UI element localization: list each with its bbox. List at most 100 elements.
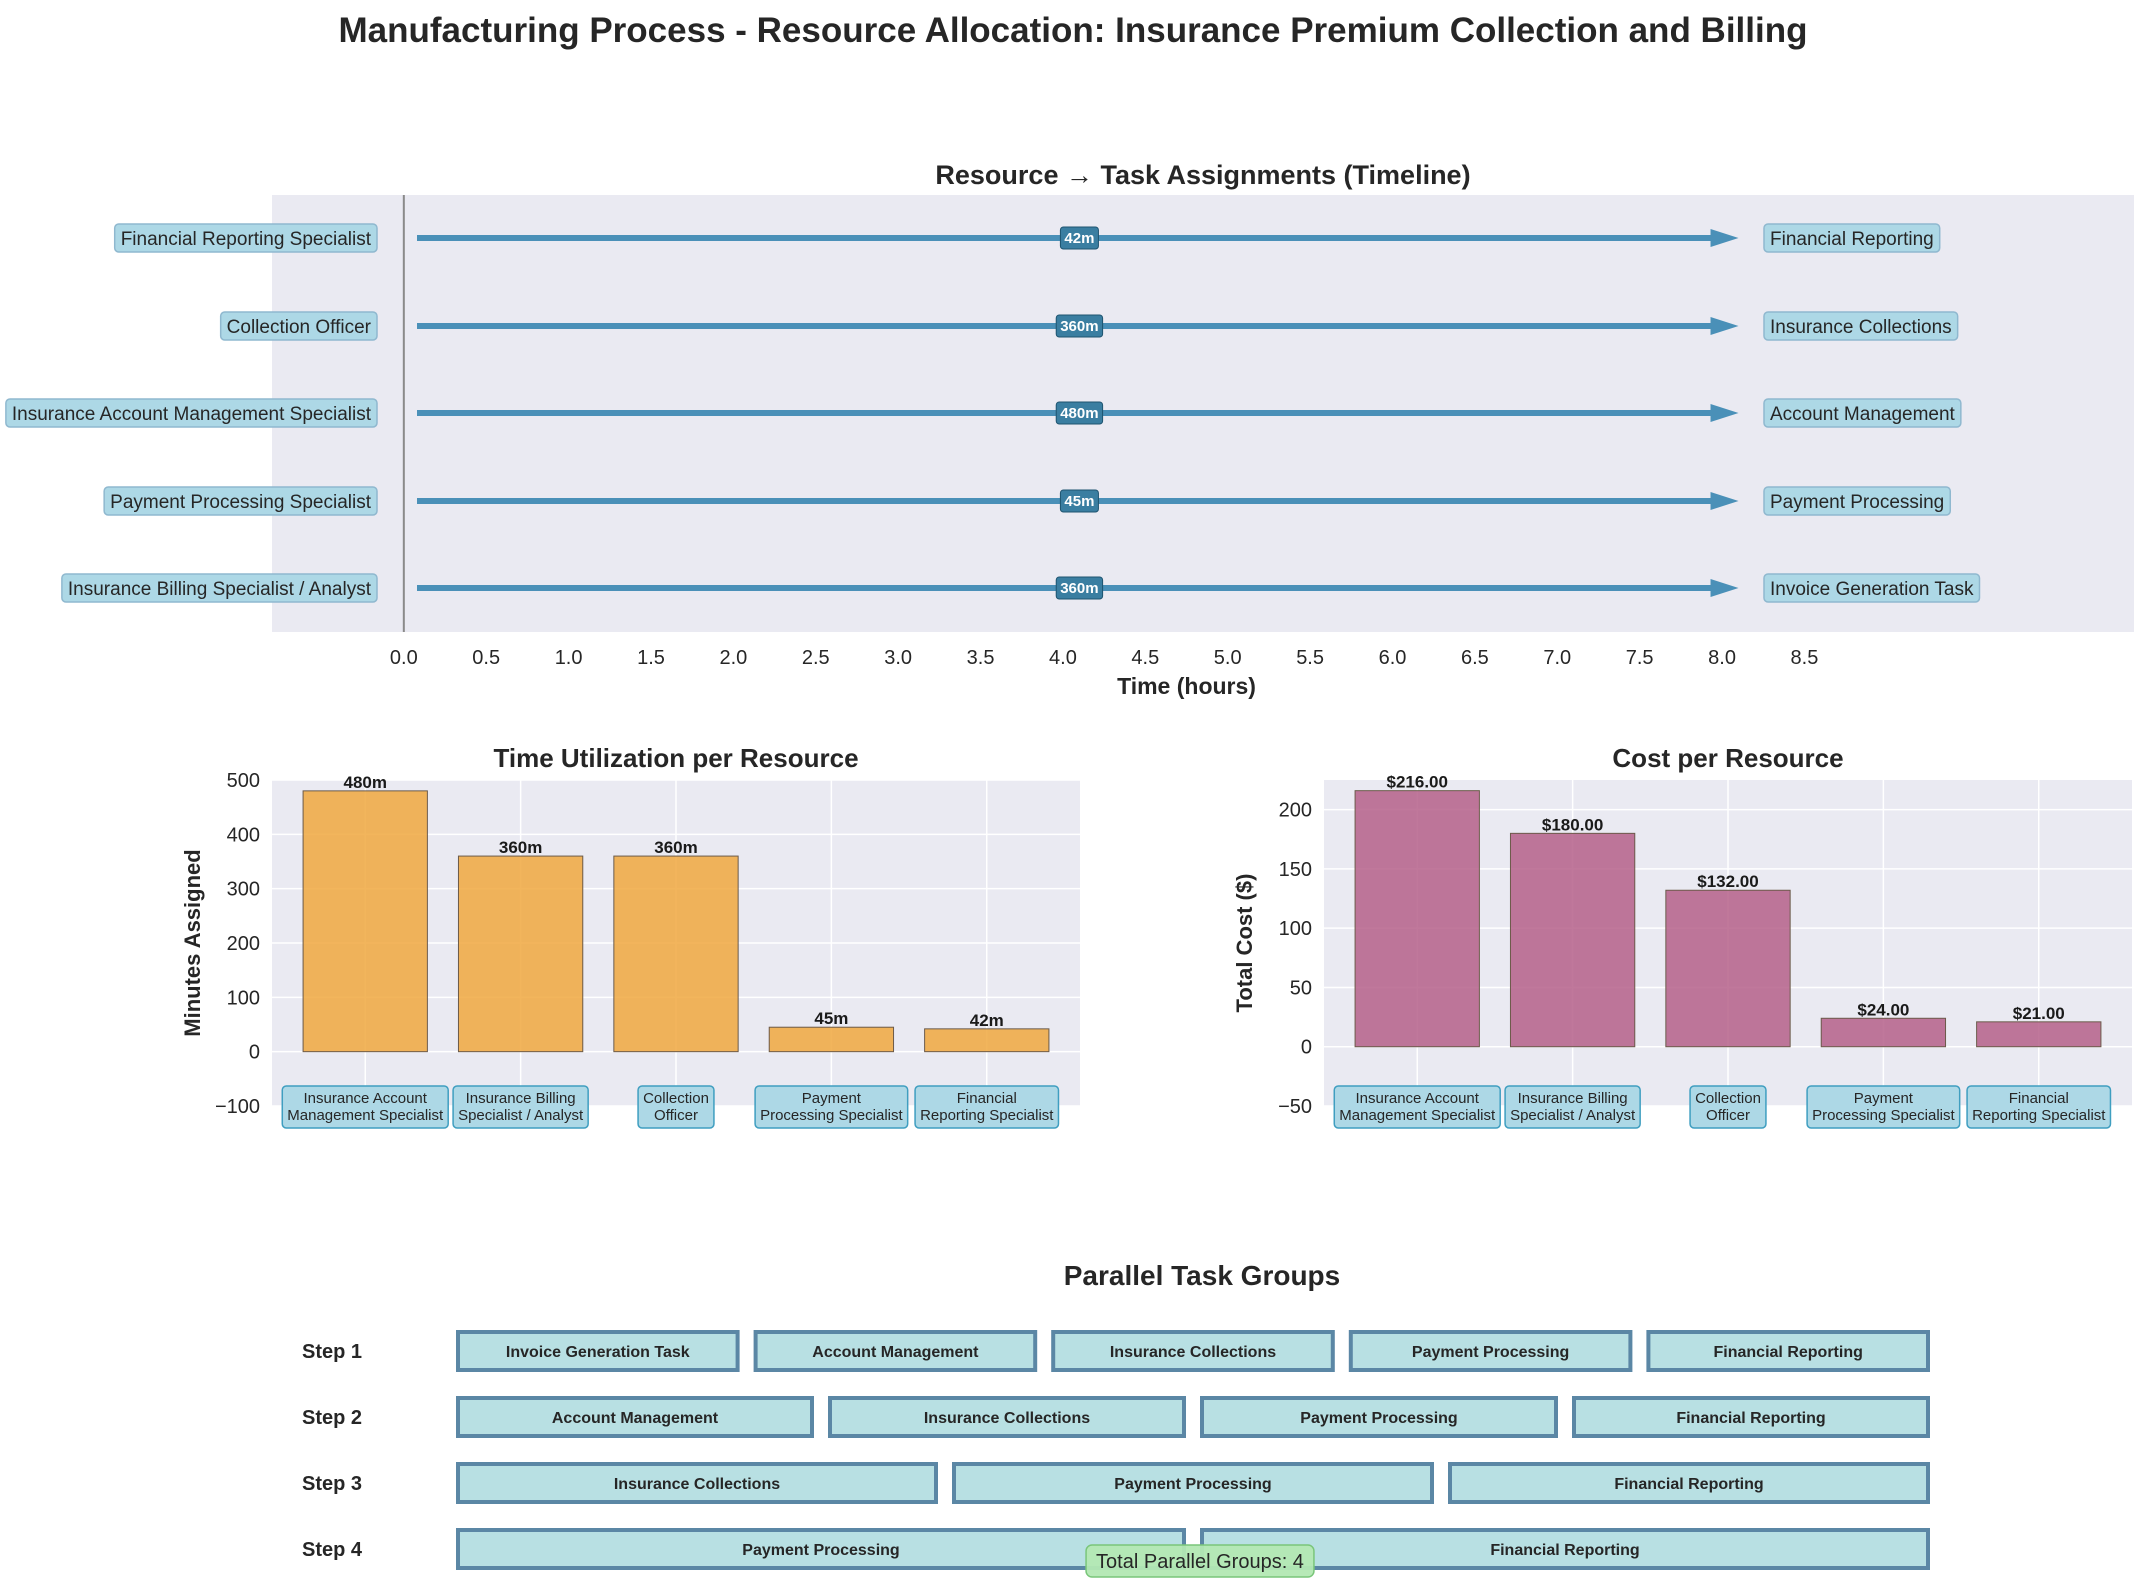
task-box — [1348, 1330, 1633, 1372]
bar — [1976, 1021, 2102, 1048]
y-tick-label: −100 — [215, 1096, 260, 1118]
bar — [924, 1028, 1050, 1053]
task-label-box — [1763, 223, 1941, 253]
timeline-x-tick-label: 0.0 — [390, 647, 418, 669]
category-label: Collection — [1695, 1090, 1761, 1107]
step-row: Step 4 Payment Processing Financial Report… — [302, 1528, 1930, 1570]
y-axis-label: Minutes Assigned — [180, 849, 205, 1036]
task-box — [1572, 1396, 1930, 1438]
resource-label-box — [113, 223, 378, 253]
task-box — [952, 1462, 1434, 1504]
resource-label-box — [103, 486, 378, 516]
task-box — [1200, 1396, 1558, 1438]
duration-label: 45m — [1064, 493, 1094, 510]
category-label: Insurance Account — [304, 1090, 428, 1107]
duration-label: 360m — [1060, 318, 1098, 335]
timeline-x-tick-label: 1.5 — [637, 647, 665, 669]
duration-label: 42m — [1064, 230, 1094, 247]
total-groups-label: Total Parallel Groups: 4 — [1096, 1551, 1304, 1573]
category-label-box — [1806, 1085, 1961, 1129]
task-box-label: Financial Reporting — [1714, 1344, 1863, 1361]
task-label: Account Management — [1770, 404, 1956, 425]
category-label: Reporting Specialist — [1972, 1107, 2106, 1124]
task-label-box — [1763, 486, 1951, 516]
assignment-arrow-head — [1710, 404, 1739, 422]
task-box — [828, 1396, 1186, 1438]
task-box-label: Insurance Collections — [1110, 1344, 1276, 1361]
resource-label: Insurance Billing Specialist / Analyst — [68, 579, 372, 600]
timeline-row: Insurance Account Management Specialist A… — [5, 398, 1962, 428]
bar-chart-title: Time Utilization per Resource — [493, 743, 858, 773]
y-tick-label: −50 — [1278, 1096, 1312, 1118]
category-label-box — [1966, 1085, 2112, 1129]
bar-value-label: 360m — [499, 838, 542, 857]
cost-per-resource-chart: Cost per Resource −50 0 50 100 150 200 Total Co… — [1232, 743, 2132, 1129]
step-label: Step 1 — [302, 1341, 362, 1363]
resource-label-box — [5, 398, 378, 428]
task-box — [456, 1462, 938, 1504]
assignment-arrow-head — [1710, 229, 1739, 247]
bar-value-label: 45m — [814, 1009, 848, 1028]
y-tick-label: 0 — [249, 1042, 260, 1064]
category-label: Processing Specialist — [760, 1107, 903, 1124]
timeline-x-tick-label: 7.5 — [1626, 647, 1654, 669]
resource-label: Payment Processing Specialist — [110, 492, 372, 513]
y-tick-label: 200 — [1279, 800, 1312, 822]
duration-label: 480m — [1060, 405, 1098, 422]
resource-label: Insurance Account Management Specialist — [12, 404, 372, 425]
bar — [1354, 790, 1480, 1048]
timeline-row: Insurance Billing Specialist / Analyst In… — [61, 573, 1981, 603]
category-label: Management Specialist — [287, 1107, 444, 1124]
task-box — [456, 1330, 740, 1372]
timeline-title: Resource → Task Assignments (Timeline) — [935, 160, 1470, 190]
bar-value-label: 480m — [343, 773, 386, 792]
category-label-box — [281, 1085, 449, 1129]
timeline-x-tick-label: 6.0 — [1379, 647, 1407, 669]
category-label: Insurance Billing — [466, 1090, 576, 1107]
task-box-label: Account Management — [812, 1344, 979, 1361]
bar — [457, 855, 584, 1053]
task-box-label: Insurance Collections — [924, 1410, 1090, 1427]
timeline-x-tick-label: 2.5 — [802, 647, 830, 669]
category-label: Processing Specialist — [1812, 1107, 1955, 1124]
timeline-x-tick-label: 7.0 — [1543, 647, 1571, 669]
category-label-box — [1333, 1085, 1501, 1129]
assignment-arrow-head — [1710, 579, 1739, 597]
y-tick-label: 300 — [227, 879, 260, 901]
assignment-arrow-head — [1710, 317, 1739, 335]
timeline-x-tick-label: 3.5 — [967, 647, 995, 669]
task-box — [1051, 1330, 1335, 1372]
category-label: Payment — [1854, 1090, 1914, 1107]
timeline-panel: Resource → Task Assignments (Timeline) 0.… — [5, 160, 2134, 699]
task-box — [456, 1396, 814, 1438]
timeline-x-tick-label: 8.0 — [1708, 647, 1736, 669]
task-box — [753, 1330, 1038, 1372]
duration-badge — [1055, 401, 1104, 425]
timeline-x-axis-label: Time (hours) — [1117, 673, 1256, 699]
category-label: Payment — [802, 1090, 862, 1107]
task-box-label: Payment Processing — [1412, 1344, 1569, 1361]
duration-badge — [1055, 576, 1104, 600]
task-box-label: Financial Reporting — [1490, 1542, 1639, 1559]
task-box — [1448, 1462, 1930, 1504]
timeline-x-tick-label: 5.0 — [1214, 647, 1242, 669]
bar — [302, 790, 428, 1053]
task-box-label: Account Management — [552, 1410, 719, 1427]
duration-badge — [1059, 489, 1099, 513]
y-tick-label: 200 — [227, 933, 260, 955]
timeline-x-tick-label: 5.5 — [1296, 647, 1324, 669]
task-box-label: Payment Processing — [1114, 1476, 1271, 1493]
y-tick-label: 100 — [227, 987, 260, 1009]
y-tick-label: 100 — [1279, 918, 1312, 940]
bar-value-label: $21.00 — [2013, 1004, 2065, 1023]
task-label: Payment Processing — [1770, 492, 1944, 513]
category-label-box — [914, 1085, 1060, 1129]
assignment-arrow-head — [1710, 492, 1739, 510]
duration-badge — [1055, 314, 1104, 338]
task-box-label: Payment Processing — [1300, 1410, 1457, 1427]
time-utilization-chart: Time Utilization per Resource −100 0 100 200… — [180, 743, 1080, 1129]
timeline-x-tick-label: 3.0 — [884, 647, 912, 669]
y-tick-label: 150 — [1279, 859, 1312, 881]
task-label-box — [1763, 398, 1962, 428]
category-label-box — [637, 1085, 715, 1129]
